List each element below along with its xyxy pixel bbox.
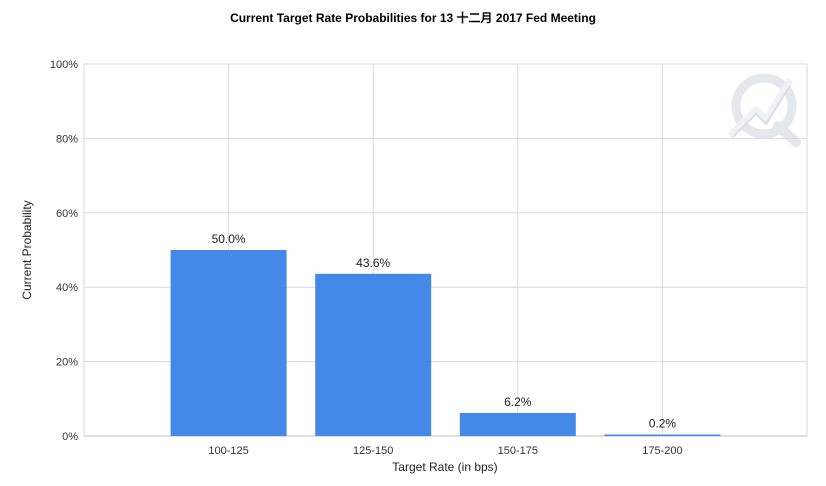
chart-title: Current Target Rate Probabilities for 13… [230, 10, 596, 25]
y-tick-label: 100% [50, 59, 78, 71]
y-tick-label: 80% [56, 133, 78, 145]
x-tick-label: 175-200 [642, 445, 682, 457]
x-tick-label: 125-150 [353, 445, 393, 457]
y-axis-ticks: 0% 20% 40% 60% 80% 100% [50, 59, 78, 443]
data-label: 0.2% [649, 417, 677, 431]
y-axis-label: Current Probability [20, 200, 34, 299]
bars [170, 250, 721, 436]
watermark-logo [727, 73, 801, 147]
bar-150-175 [459, 412, 576, 436]
y-tick-label: 60% [56, 208, 78, 220]
x-tick-label: 150-175 [498, 445, 538, 457]
data-label: 50.0% [212, 232, 246, 246]
data-label: 43.6% [356, 256, 390, 270]
bar-175-200 [604, 434, 721, 436]
data-labels: 50.0% 43.6% 6.2% 0.2% [212, 232, 677, 431]
data-label: 6.2% [504, 395, 532, 409]
x-tick-label: 100-125 [208, 445, 248, 457]
x-axis-ticks: 100-125 125-150 150-175 175-200 [208, 445, 682, 457]
bar-100-125 [170, 250, 287, 436]
y-tick-label: 20% [56, 357, 78, 369]
y-tick-label: 0% [62, 431, 78, 443]
y-tick-label: 40% [56, 282, 78, 294]
x-axis-label: Target Rate (in bps) [392, 460, 497, 474]
bar-125-150 [315, 273, 432, 436]
